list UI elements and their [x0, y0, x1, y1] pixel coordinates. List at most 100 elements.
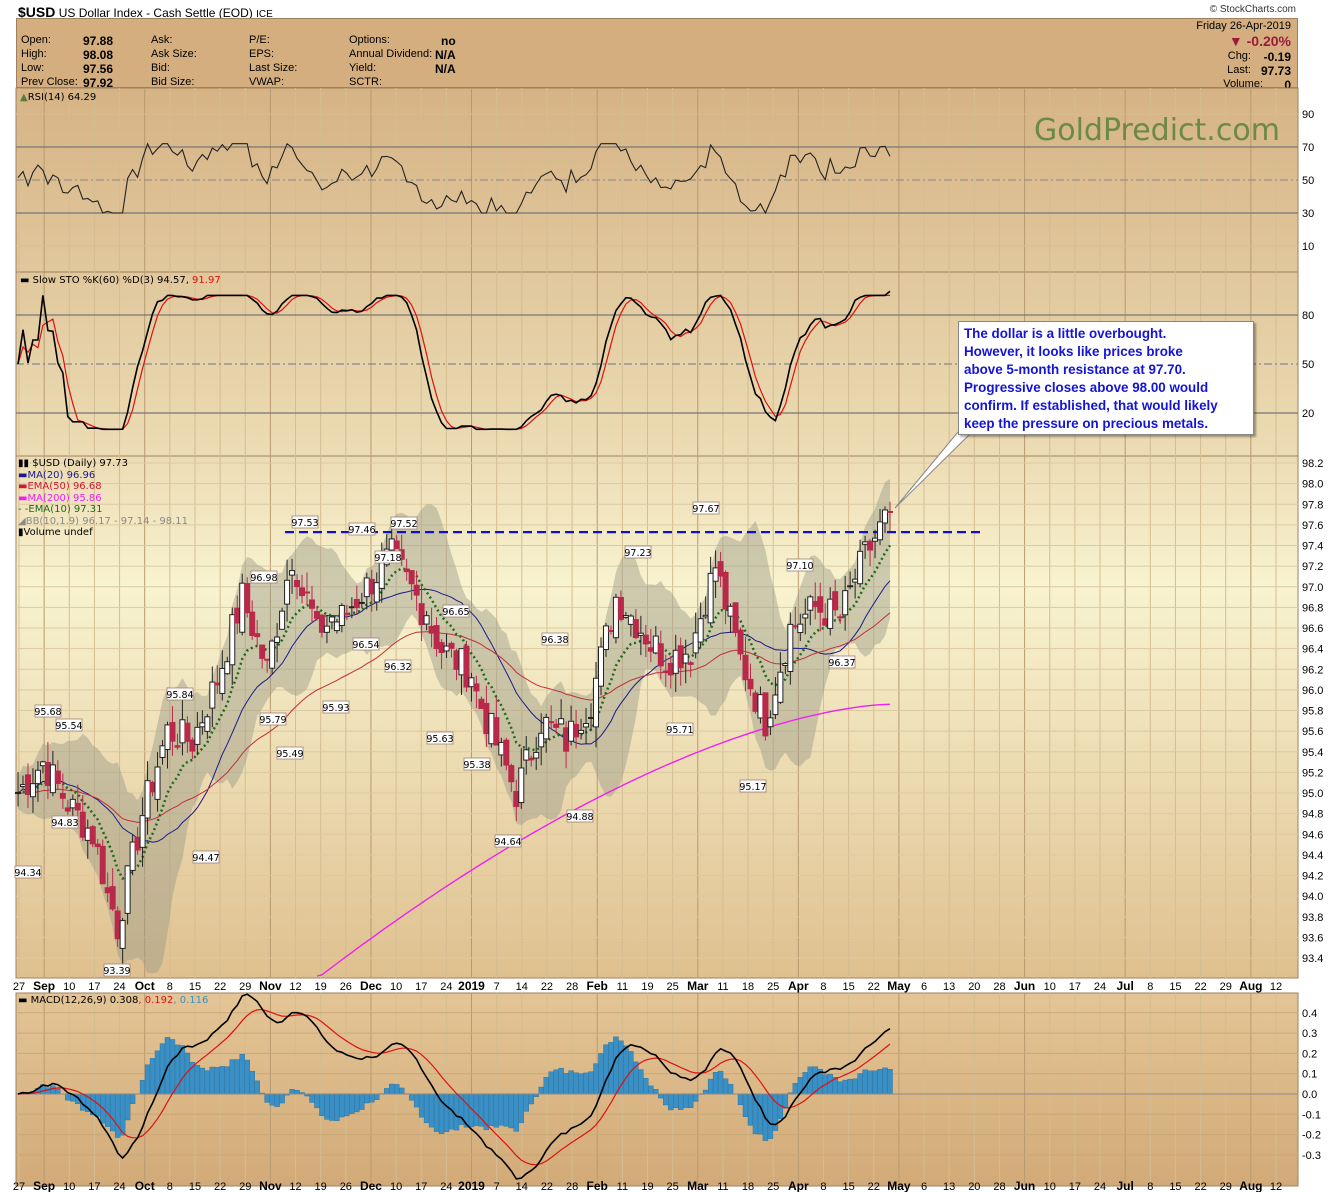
macd-histogram-bar	[588, 1071, 594, 1095]
candle-body	[787, 623, 794, 672]
price-annotation-label: 97.18	[374, 553, 401, 564]
price-annotation-box	[390, 516, 418, 530]
price-annotation-label: 95.63	[426, 734, 453, 745]
macd-histogram-bar	[528, 1093, 534, 1105]
price-annotation-label: 95.84	[166, 690, 193, 701]
macd-tick-label: -0.1	[1302, 1109, 1321, 1121]
date-tick-label: 14	[516, 1181, 528, 1192]
date-tick-label: 20	[968, 1181, 980, 1192]
date-tick-label: 24	[113, 981, 125, 993]
macd-histogram-bar	[523, 1093, 529, 1112]
candle-body	[692, 632, 699, 654]
price-tick-label: 98.2	[1302, 458, 1323, 470]
macd-histogram-bar	[613, 1036, 619, 1095]
candle-body	[34, 769, 41, 785]
rsi-line	[17, 142, 891, 215]
macd-histogram-bar	[653, 1089, 659, 1095]
price-annotation-box	[828, 655, 856, 669]
date-tick-label: Jun	[1014, 1179, 1035, 1192]
macd-histogram-bar	[842, 1079, 848, 1095]
macd-histogram-bar	[199, 1067, 206, 1095]
candle-body	[164, 724, 171, 751]
candle-body	[149, 781, 156, 793]
macd-histogram-bar	[339, 1093, 345, 1118]
macd-histogram-bar	[374, 1093, 380, 1100]
price-annotation-box	[566, 809, 594, 823]
legend-ma200: ▬MA(200) 95.86	[18, 492, 102, 504]
date-tick-label: 12	[1270, 981, 1282, 993]
ma200-line	[316, 703, 891, 977]
date-tick-label: Feb	[587, 979, 608, 993]
volume-label: Volume:	[1223, 78, 1263, 90]
price-annotation-label: 97.67	[692, 504, 719, 515]
candle-body	[812, 600, 819, 607]
candle-body	[259, 644, 266, 659]
candle-body	[657, 643, 664, 667]
date-tick-label: 15	[189, 981, 201, 993]
macd-histogram-bar	[433, 1093, 440, 1132]
candle-body	[428, 625, 435, 634]
candle-body	[672, 649, 679, 674]
date-tick-label: 8	[1147, 1181, 1153, 1192]
candle-body	[358, 601, 365, 604]
macd-histogram-bar	[408, 1093, 415, 1101]
candle-body	[294, 580, 301, 588]
date-tick-label: 25	[767, 981, 779, 993]
candle-body	[74, 802, 81, 811]
copyright: © StockCharts.com	[1209, 4, 1296, 15]
price-tick-label: 95.2	[1302, 767, 1323, 779]
price-annotation-label: 95.49	[276, 749, 303, 760]
candle-body	[558, 718, 565, 725]
macd-histogram-bar	[683, 1093, 689, 1108]
candle-body	[119, 920, 126, 949]
date-tick-label: 8	[820, 981, 826, 993]
date-tick-label: 12	[289, 1181, 301, 1192]
price-annotation-label: 95.71	[666, 725, 693, 736]
price-tick-label: 94.8	[1302, 809, 1323, 821]
candle-body	[289, 570, 296, 576]
date-tick-label: 17	[88, 1181, 100, 1192]
candle-body	[69, 798, 76, 809]
candle-body	[498, 741, 505, 756]
date-tick-label: 24	[113, 1181, 125, 1192]
bid-size-label: Bid Size:	[151, 76, 195, 88]
date-tick-label: 25	[667, 1181, 679, 1192]
candle-body	[677, 645, 684, 669]
candle-body	[229, 614, 236, 666]
price-annotation-label: 96.32	[384, 662, 411, 673]
candle-body	[518, 767, 525, 804]
macd-histogram-bar	[847, 1078, 853, 1095]
candle-body	[642, 634, 649, 645]
candle-body	[867, 540, 874, 551]
candle-body	[79, 811, 86, 838]
macd-histogram-bar	[309, 1093, 315, 1103]
candle-body	[19, 784, 26, 788]
macd-histogram-bar	[418, 1093, 425, 1118]
macd-histogram-bar	[413, 1093, 420, 1108]
instrument-name: US Dollar Index - Cash Settle (EOD)	[58, 6, 253, 20]
candle-body	[533, 751, 540, 759]
macd-histogram-bar	[663, 1093, 669, 1106]
date-tick-label: 7	[494, 981, 500, 993]
candle-body	[169, 721, 176, 742]
macd-histogram-bar	[354, 1093, 360, 1113]
price-annotation-label: 95.54	[55, 721, 82, 732]
date-tick-label: 11	[717, 981, 728, 993]
date-tick-label: 14	[516, 981, 528, 993]
candle-body	[388, 538, 395, 551]
date-tick-label: 26	[340, 1181, 352, 1192]
legend-volume: ▮Volume undef	[18, 527, 93, 538]
candle-body	[328, 616, 335, 623]
price-annotation-box	[250, 570, 278, 584]
area-icon: ◢	[18, 515, 26, 527]
candle-body	[647, 647, 654, 652]
macd-tick-label: 0.3	[1302, 1028, 1317, 1040]
candle-body	[578, 729, 585, 734]
candle-body	[583, 723, 590, 728]
rsi-icon: ▲	[20, 92, 28, 103]
symbol: $USD	[18, 4, 56, 20]
candle-body	[767, 717, 774, 728]
macd-histogram-bar	[149, 1058, 156, 1095]
candle-body	[214, 682, 221, 686]
